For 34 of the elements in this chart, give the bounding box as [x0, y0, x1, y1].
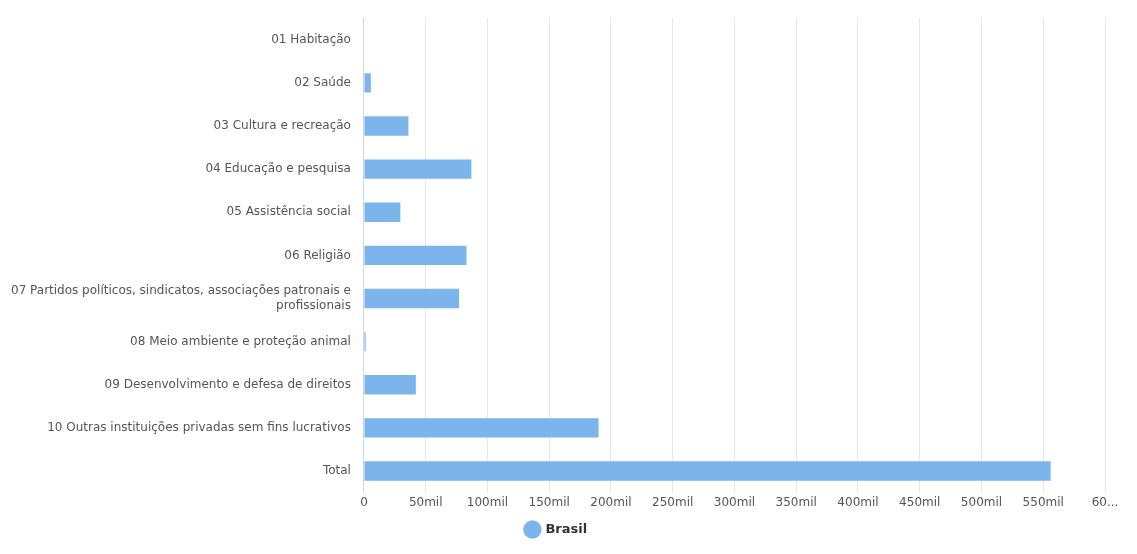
bar: [364, 418, 599, 438]
x-tick-label: 250mil: [652, 494, 694, 509]
x-tick-label: 200mil: [590, 494, 632, 509]
bar: [364, 116, 409, 136]
x-tick-label: 0: [360, 494, 368, 509]
bar: [364, 202, 401, 222]
y-tick-label: 10 Outras instituições privadas sem fins lucrativos: [47, 420, 351, 435]
x-tick-label: 150mil: [528, 494, 570, 509]
y-tick-label: 06 Religião: [284, 247, 351, 262]
bar: [364, 288, 460, 309]
y-tick-label: 07 Partidos políticos, sindicatos, associações patronais e profissionais: [10, 283, 351, 312]
x-tick-label: 50mil: [408, 494, 443, 509]
y-tick-label: 03 Cultura e recreação: [213, 118, 351, 133]
y-tick-label: 09 Desenvolvimento e defesa de direitos: [104, 376, 351, 391]
x-tick-label: 300mil: [713, 494, 756, 509]
bar: [364, 375, 416, 395]
y-tick-label: 05 Assistência social: [226, 204, 351, 219]
bar: [364, 73, 371, 93]
legend-label: Brasil: [545, 520, 588, 536]
x-tick-label: 500mil: [960, 494, 1003, 509]
x-tick-label: 350mil: [775, 494, 817, 509]
bar: [364, 159, 472, 179]
x-tick-label: 550mil: [1022, 494, 1064, 509]
x-tick-label: 450mil: [899, 494, 941, 509]
y-tick-label: 02 Saúde: [294, 75, 351, 90]
x-tick-label: 400mil: [837, 494, 879, 509]
y-tick-label: 04 Educação e pesquisa: [205, 161, 351, 176]
x-tick-label: 100mil: [466, 494, 509, 509]
y-tick-label: 01 Habitação: [271, 31, 351, 46]
x-tick-label: 60...: [1091, 494, 1119, 509]
bar: [364, 461, 1051, 481]
y-tick-label: Total: [321, 463, 351, 478]
bar: [364, 245, 467, 266]
y-tick-label: 08 Meio ambiente e proteção animal: [130, 333, 351, 348]
